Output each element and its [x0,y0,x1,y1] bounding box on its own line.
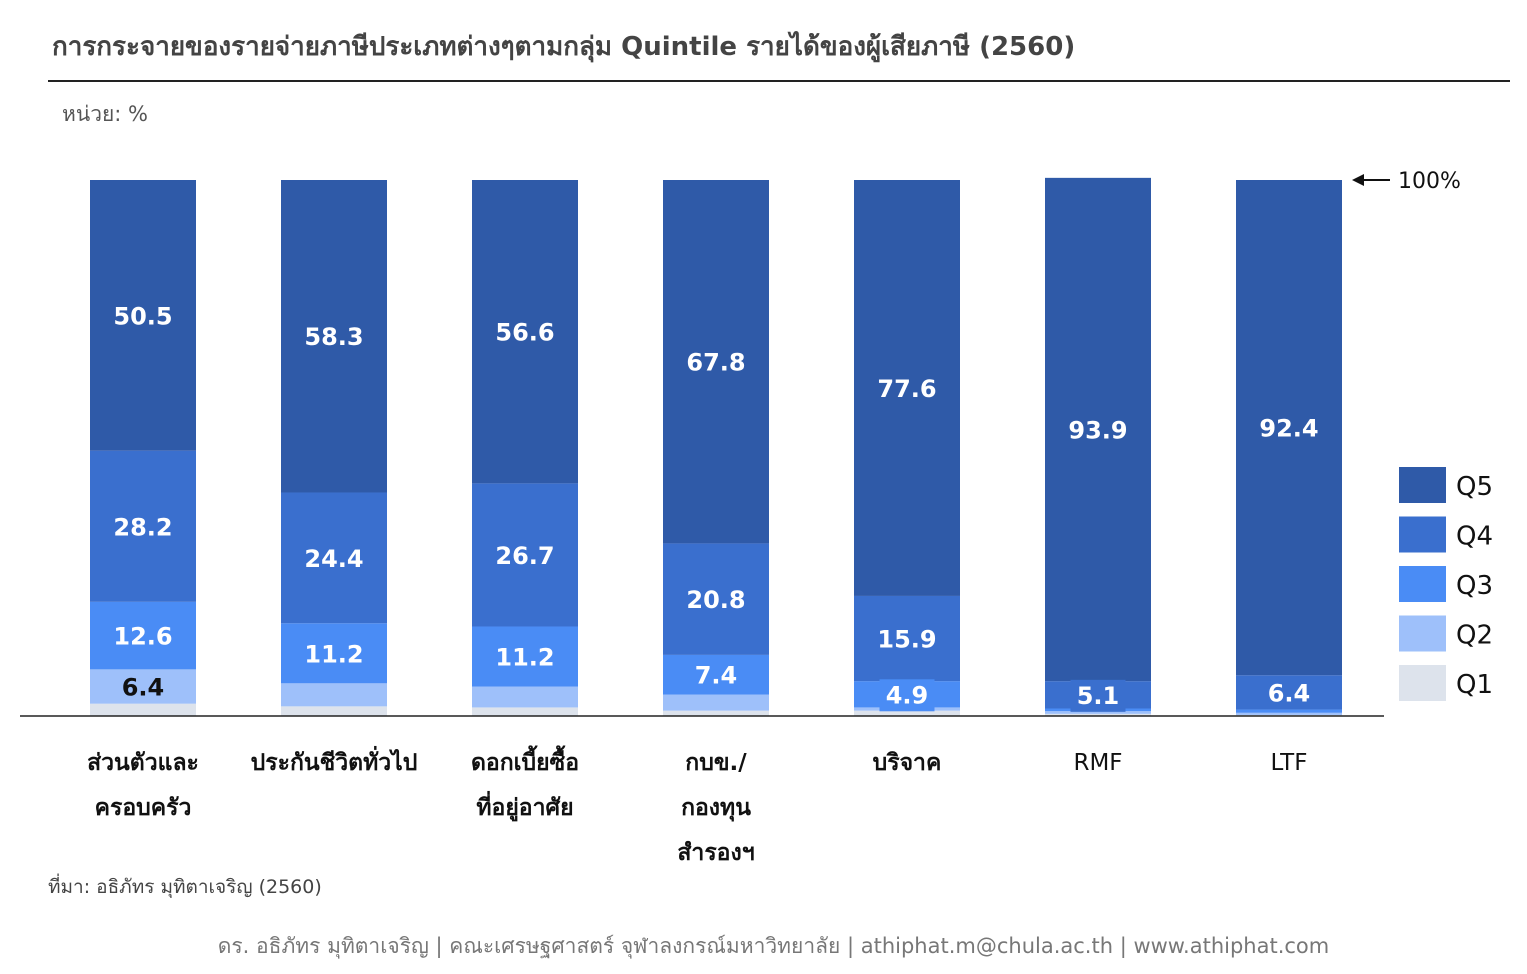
unit-label: หน่วย: % [62,102,148,126]
data-label-q4-3: 20.8 [686,586,745,614]
data-label-q5-6: 92.4 [1259,415,1318,443]
x-tick-label-3-line-0: กบข./ [685,750,747,776]
data-label-q5-5: 93.9 [1068,417,1127,445]
data-label-q5-2: 56.6 [495,319,554,347]
data-label-bg-q4-5 [1070,679,1126,712]
arrow-left-icon [1352,174,1364,186]
bar-segment-q5-2 [472,180,578,484]
data-label-bg-q3-4 [879,679,935,712]
bars-layer [90,177,1342,716]
data-label-q4-1: 24.4 [304,545,363,573]
x-tick-label-4-line-0: บริจาค [873,750,942,776]
bar-segment-q5-5 [1045,177,1151,682]
data-label-q4-4: 15.9 [877,626,936,654]
bar-segment-q4-1 [281,492,387,624]
bar-segment-q5-1 [281,180,387,493]
x-tick-label-3-line-2: สำรองฯ [677,840,754,866]
legend-swatch-q5 [1399,467,1446,503]
bar-segment-q3-1 [281,623,387,684]
source-note: ที่มา: อธิภัทร มุทิตาเจริญ (2560) [48,876,322,898]
data-label-q3-1: 11.2 [304,640,363,668]
bar-segment-q1-2 [472,707,578,716]
bar-segment-q3-6 [1236,709,1342,713]
data-label-q4-5: 5.1 [1077,682,1120,710]
legend-swatch-q4 [1399,516,1446,553]
bar-segment-q2-0 [90,669,196,704]
data-label-q3-4: 4.9 [886,681,929,709]
data-label-q5-1: 58.3 [304,323,363,351]
data-label-q5-0: 50.5 [113,302,172,330]
legend-swatch-q3 [1399,566,1446,602]
hundred-percent-marker: 100% [1352,169,1461,194]
bar-segment-q2-2 [472,686,578,708]
data-label-q2-0: 6.4 [122,674,165,702]
data-label-q4-2: 26.7 [495,542,554,570]
legend-label-q2: Q2 [1456,621,1493,651]
x-tick-label-2-line-0: ดอกเบี้ยซื้อ [471,745,579,776]
data-label-q5-4: 77.6 [877,375,936,403]
x-tick-label-2-line-1: ที่อยู่อาศัย [476,790,573,822]
bar-segment-q2-3 [663,694,769,711]
bar-segment-q1-5 [1045,713,1151,716]
x-tick-label-0-line-1: ครอบครัว [95,795,192,821]
x-tick-label-3-line-1: กองทุน [681,795,751,822]
bar-segment-q5-3 [663,180,769,544]
bar-segment-q2-1 [281,683,387,707]
data-label-q3-3: 7.4 [695,662,738,690]
title-divider [48,80,1510,82]
x-tick-label-1-line-0: ประกันชีวิตทั่วไป [251,745,418,776]
bar-segment-q1-4 [854,710,960,716]
bar-segment-q5-4 [854,180,960,596]
data-labels-layer: 6.4 12.6 28.2 50.5 11.2 24.4 58.3 11.2 26.7 56.6 7… [113,302,1319,712]
data-label-q3-2: 11.2 [495,644,554,672]
bar-segment-q4-3 [663,543,769,655]
legend: Q5 Q4 Q3 Q2 Q1 [1399,467,1493,701]
data-label-q4-0: 28.2 [113,513,172,541]
bar-segment-q3-3 [663,654,769,695]
x-tick-label-6-line-0: LTF [1271,750,1308,776]
bar-segment-q5-6 [1236,180,1342,676]
legend-label-q5: Q5 [1456,472,1493,502]
bar-segment-q3-0 [90,601,196,670]
bar-segment-q4-4 [854,595,960,682]
bar-segment-q2-5 [1045,711,1151,714]
bar-segment-q4-0 [90,450,196,602]
legend-swatch-q1 [1399,665,1446,701]
x-tick-label-0-line-0: ส่วนตัวและ [87,750,199,776]
bar-segment-q5-0 [90,180,196,451]
legend-label-q1: Q1 [1456,670,1493,700]
chart-title: การกระจายของรายจ่ายภาษีประเภทต่างๆตามกลุ… [52,32,1076,62]
bar-segment-q3-2 [472,626,578,687]
footer-credits: ดร. อธิภัทร มุทิตาเจริญ | คณะเศรษฐศาสตร์… [217,934,1330,958]
bar-segment-q1-1 [281,706,387,716]
bar-segment-q1-3 [663,710,769,716]
data-label-q5-3: 67.8 [686,349,745,377]
legend-swatch-q2 [1399,615,1446,652]
legend-label-q3: Q3 [1456,571,1493,601]
bar-segment-q4-6 [1236,675,1342,710]
marker-label: 100% [1398,169,1461,194]
x-tick-label-5-line-0: RMF [1073,750,1122,776]
bar-segment-q1-0 [90,703,196,716]
legend-label-q4: Q4 [1456,522,1493,552]
bar-segment-q4-2 [472,483,578,627]
data-label-q3-0: 12.6 [113,623,172,651]
bar-segment-q2-6 [1236,712,1342,715]
data-label-q4-6: 6.4 [1268,679,1311,707]
